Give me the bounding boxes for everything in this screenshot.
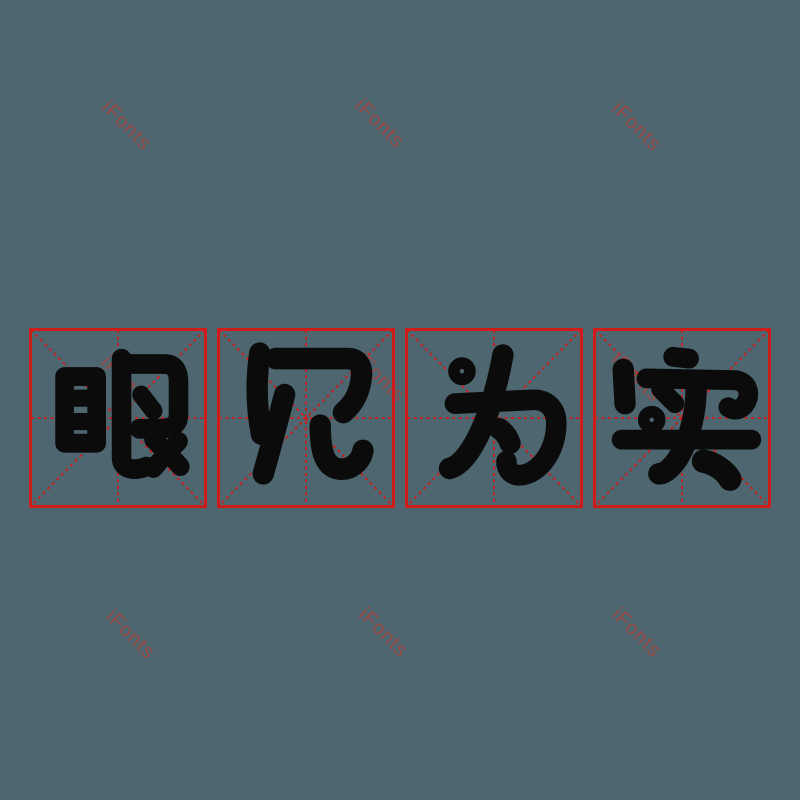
watermark-ifonts: iFonts <box>350 94 409 153</box>
char-glyph-jian <box>246 342 374 485</box>
watermark-ifonts: iFonts <box>97 96 156 155</box>
watermark-ifonts: iFonts <box>354 603 413 662</box>
char-glyph-wei <box>438 344 567 486</box>
mizige-grid-icon <box>217 328 395 508</box>
char-glyph-shi <box>611 346 762 491</box>
watermark-ifonts: iFonts <box>607 97 666 156</box>
watermark-ifonts: iFonts <box>607 603 666 662</box>
mizige-cell-4: 实 <box>593 328 771 508</box>
mizige-grid-icon <box>593 328 771 508</box>
mizige-cell-2: 见 <box>217 328 395 508</box>
char-glyph-yan <box>55 348 190 479</box>
mizige-cell-3: 为 <box>405 328 583 508</box>
mizige-cell-1: 眼 <box>29 328 207 508</box>
watermark-ifonts: iFonts <box>101 605 160 664</box>
